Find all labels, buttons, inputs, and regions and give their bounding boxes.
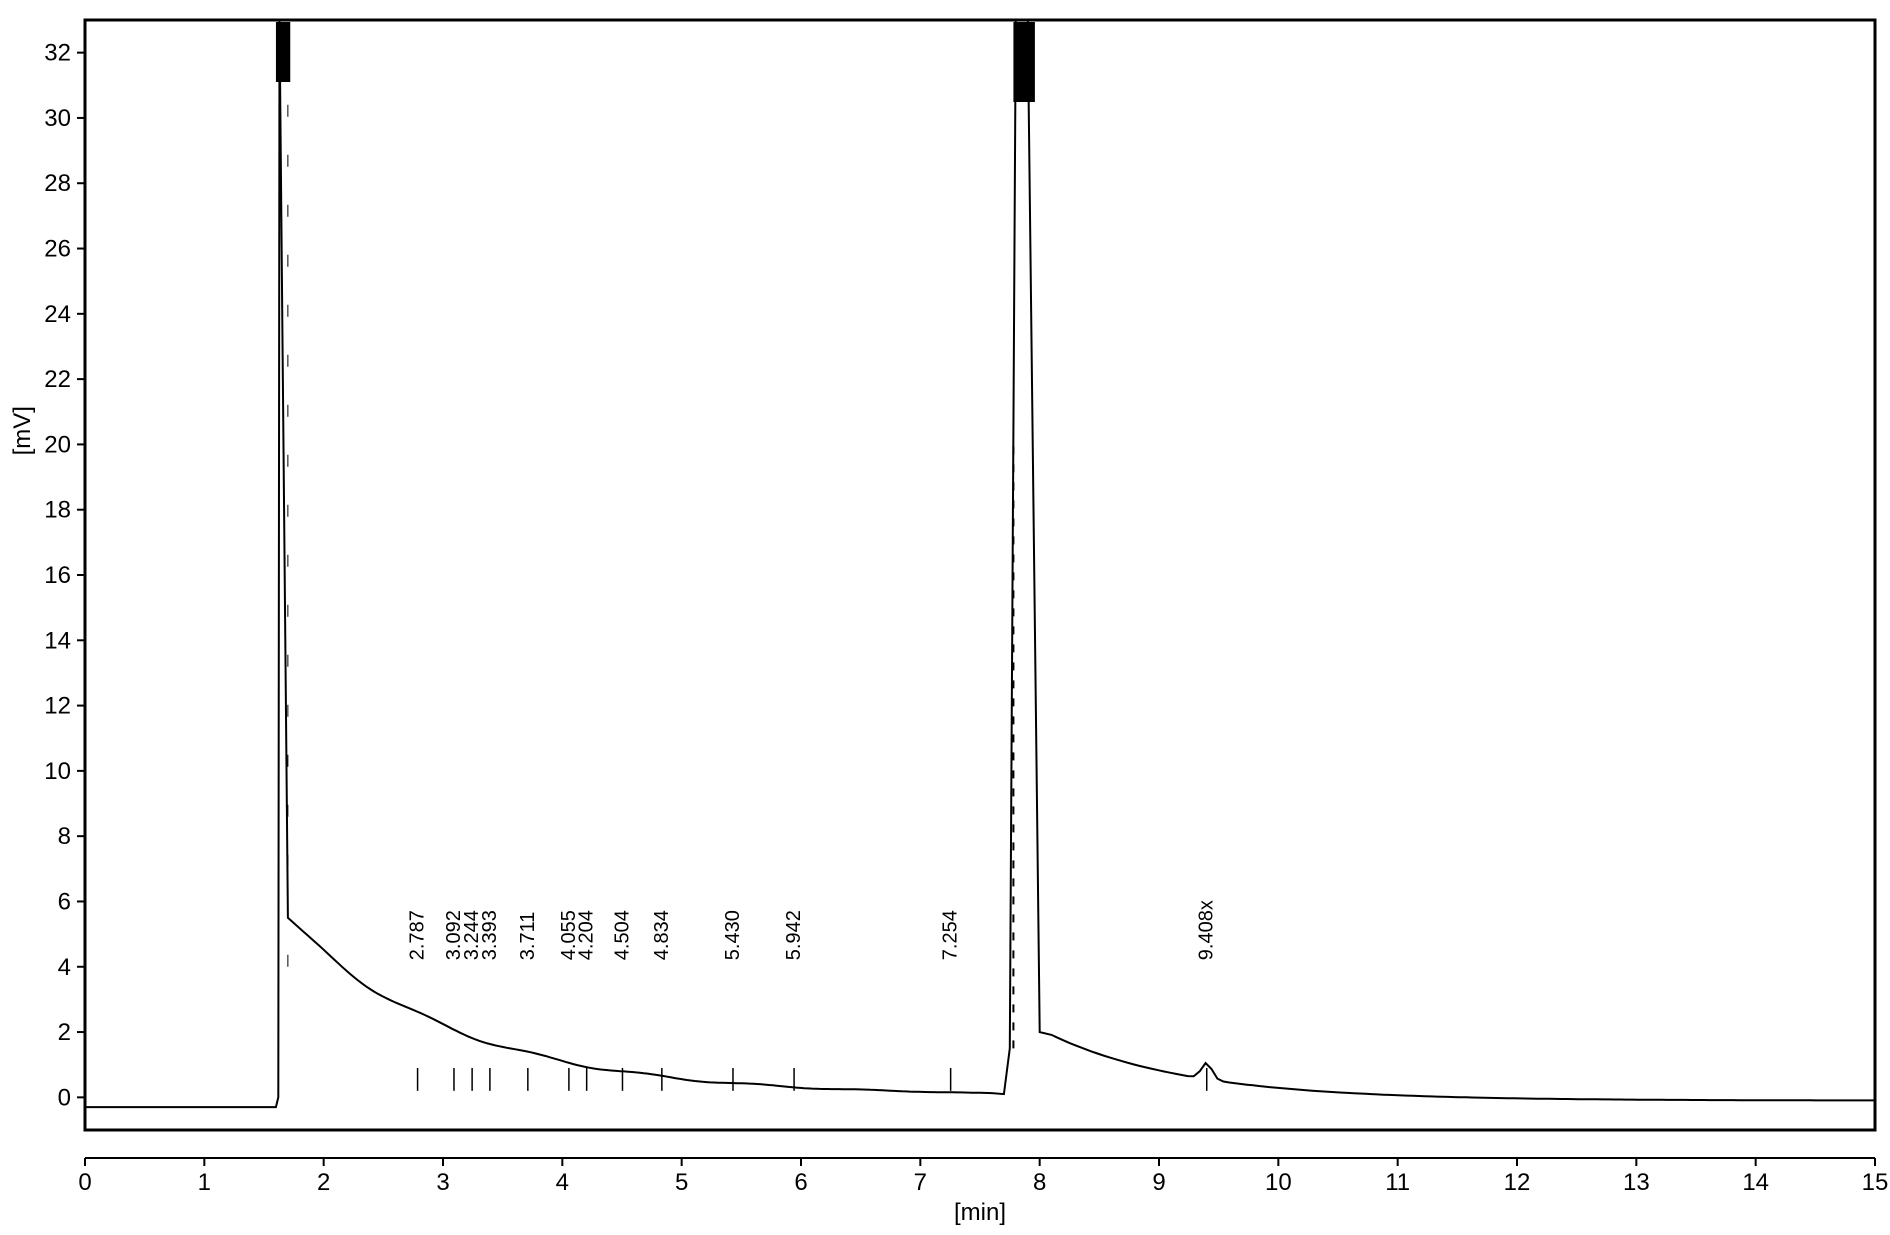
x-tick-label: 7 bbox=[914, 1169, 927, 1196]
peak-label: 5.430 bbox=[722, 910, 744, 960]
y-tick-label: 14 bbox=[44, 627, 71, 654]
peak-label: 3.711 bbox=[517, 912, 539, 961]
y-tick-label: 18 bbox=[44, 497, 71, 524]
peak-label: 5.942 bbox=[783, 910, 805, 960]
y-tick-label: 6 bbox=[58, 888, 71, 915]
y-axis-label: [mV] bbox=[9, 406, 36, 455]
x-tick-label: 12 bbox=[1504, 1169, 1531, 1196]
x-tick-label: 4 bbox=[556, 1169, 569, 1196]
y-tick-label: 10 bbox=[44, 758, 71, 785]
x-axis-label: [min] bbox=[954, 1199, 1006, 1226]
y-tick-label: 20 bbox=[44, 431, 71, 458]
peak-label: 4.204 bbox=[576, 910, 598, 960]
x-tick-label: 0 bbox=[78, 1169, 91, 1196]
y-tick-label: 28 bbox=[44, 170, 71, 197]
x-tick-label: 5 bbox=[675, 1169, 688, 1196]
peak-label: 9.408x bbox=[1196, 900, 1218, 960]
x-tick-label: 14 bbox=[1742, 1169, 1769, 1196]
y-tick-label: 8 bbox=[58, 823, 71, 850]
y-tick-label: 32 bbox=[44, 40, 71, 67]
peak-label: 4.834 bbox=[651, 910, 673, 960]
peak-top-mark bbox=[1013, 22, 1034, 102]
x-tick-label: 10 bbox=[1265, 1169, 1292, 1196]
x-tick-label: 6 bbox=[794, 1169, 807, 1196]
peak-label: 3.393 bbox=[479, 910, 501, 960]
y-tick-label: 22 bbox=[44, 366, 71, 393]
x-tick-label: 9 bbox=[1152, 1169, 1165, 1196]
peak-label: 7.254 bbox=[940, 910, 962, 960]
x-tick-label: 2 bbox=[317, 1169, 330, 1196]
x-tick-label: 13 bbox=[1623, 1169, 1650, 1196]
chart-svg: 0246810121416182022242628303201234567891… bbox=[0, 0, 1890, 1235]
x-tick-label: 1 bbox=[198, 1169, 211, 1196]
peak-top-mark bbox=[276, 22, 290, 82]
x-tick-label: 11 bbox=[1385, 1169, 1410, 1196]
y-tick-label: 0 bbox=[58, 1084, 71, 1111]
chromatogram-chart: 0246810121416182022242628303201234567891… bbox=[0, 0, 1890, 1235]
x-tick-label: 15 bbox=[1862, 1169, 1889, 1196]
y-tick-label: 26 bbox=[44, 236, 71, 263]
x-tick-label: 3 bbox=[436, 1169, 449, 1196]
peak-label: 4.504 bbox=[611, 910, 633, 960]
y-tick-label: 4 bbox=[58, 954, 71, 981]
y-tick-label: 16 bbox=[44, 562, 71, 589]
y-tick-label: 2 bbox=[58, 1019, 71, 1046]
y-tick-label: 12 bbox=[44, 693, 71, 720]
y-tick-label: 30 bbox=[44, 105, 71, 132]
y-tick-label: 24 bbox=[44, 301, 71, 328]
x-tick-label: 8 bbox=[1033, 1169, 1046, 1196]
peak-label: 2.787 bbox=[407, 910, 429, 960]
